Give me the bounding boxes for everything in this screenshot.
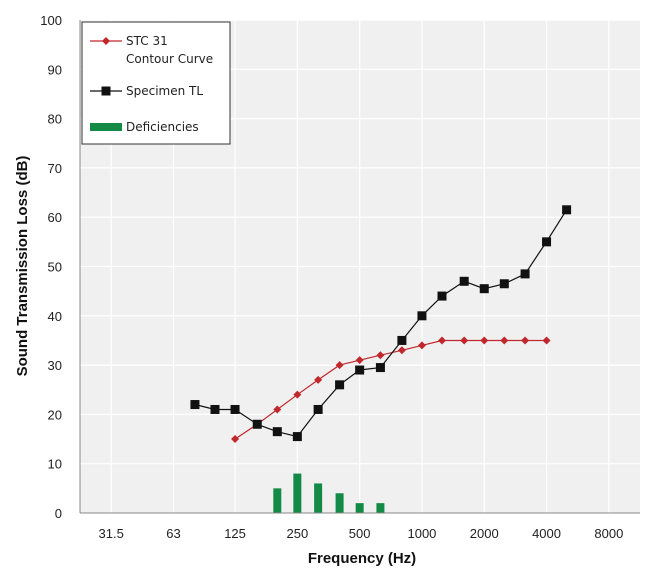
y-tick-label: 100 [40,13,62,28]
specimen-tl-point [479,284,489,294]
stc-contour-point [231,435,240,444]
specimen-tl-point [335,380,345,390]
stc-contour-point [500,336,509,345]
specimen-tl-point [210,404,220,414]
y-tick-label: 20 [48,407,62,422]
specimen-tl-point [437,291,447,301]
stc-contour-point [460,336,469,345]
stc-contour-point [397,346,406,355]
x-tick-label: 500 [349,526,371,541]
stc-contour-point [521,336,530,345]
y-tick-label: 30 [48,358,62,373]
legend-label: Specimen TL [126,84,203,98]
legend-label: Deficiencies [126,120,199,134]
specimen-tl-point [459,276,469,286]
specimen-tl-point [272,427,282,437]
legend-label: Contour Curve [126,52,213,66]
deficiency-bar [293,473,302,513]
x-tick-label: 31.5 [99,526,124,541]
stc-contour-point [335,361,344,370]
x-axis-title: Frequency (Hz) [308,550,416,567]
stc-contour-point [480,336,489,345]
stc-contour-point [293,390,302,399]
legend-label: STC 31 [126,34,168,48]
specimen-tl-point [190,400,200,410]
series-markers [190,205,572,444]
deficiency-bar [273,488,282,513]
legend-square-marker [101,86,111,96]
deficiency-bars [273,473,385,513]
specimen-tl-point [375,363,385,373]
specimen-tl-point [520,269,530,279]
y-tick-label: 10 [48,457,62,472]
stc-contour-point [273,405,282,414]
specimen-tl-point [542,237,552,247]
specimen-tl-point [292,432,302,442]
stc-contour-point [314,375,323,384]
specimen-tl-point [252,419,262,429]
specimen-tl-point [230,404,240,414]
y-tick-label: 40 [48,309,62,324]
legend-diamond-marker [102,37,110,45]
x-tick-label: 125 [224,526,246,541]
y-tick-label: 80 [48,112,62,127]
specimen-tl-point [355,365,365,375]
y-tick-label: 70 [48,161,62,176]
specimen-tl-point [397,335,407,345]
deficiency-bar [355,503,364,513]
y-tick-label: 60 [48,210,62,225]
specimen-tl-point [417,311,427,321]
stc-contour-line [234,339,547,440]
x-tick-label: 63 [166,526,180,541]
y-axis-title: Sound Transmission Loss (dB) [14,156,31,377]
stc-contour-point [376,351,385,360]
y-tick-labels: 0 10 20 30 40 50 60 70 80 90 100 [40,13,62,521]
x-tick-label: 8000 [594,526,623,541]
y-tick-label: 90 [48,62,62,77]
legend-items: STC 31 Contour Curve Specimen TL Deficienci… [90,34,213,134]
specimen-tl-point [313,404,323,414]
stc-contour-point [438,336,447,345]
x-tick-labels: 31.5 63 125 250 500 1000 2000 4000 8000 [99,526,624,541]
y-tick-label: 0 [55,506,62,521]
deficiency-bar [335,493,344,513]
specimen-tl-point [499,279,509,289]
legend: STC 31 Contour Curve Specimen TL Deficienci… [81,21,231,145]
stc-contour-point [542,336,551,345]
x-tick-label: 250 [286,526,308,541]
legend-deficiencies-swatch [90,123,122,131]
stc-contour-point [417,341,426,350]
stc-contour-point [355,356,364,365]
x-tick-label: 4000 [532,526,561,541]
x-tick-label: 1000 [407,526,436,541]
deficiency-bar [314,483,323,513]
x-tick-label: 2000 [470,526,499,541]
deficiency-bar [376,503,385,513]
specimen-tl-point [562,205,572,215]
y-tick-label: 50 [48,260,62,275]
